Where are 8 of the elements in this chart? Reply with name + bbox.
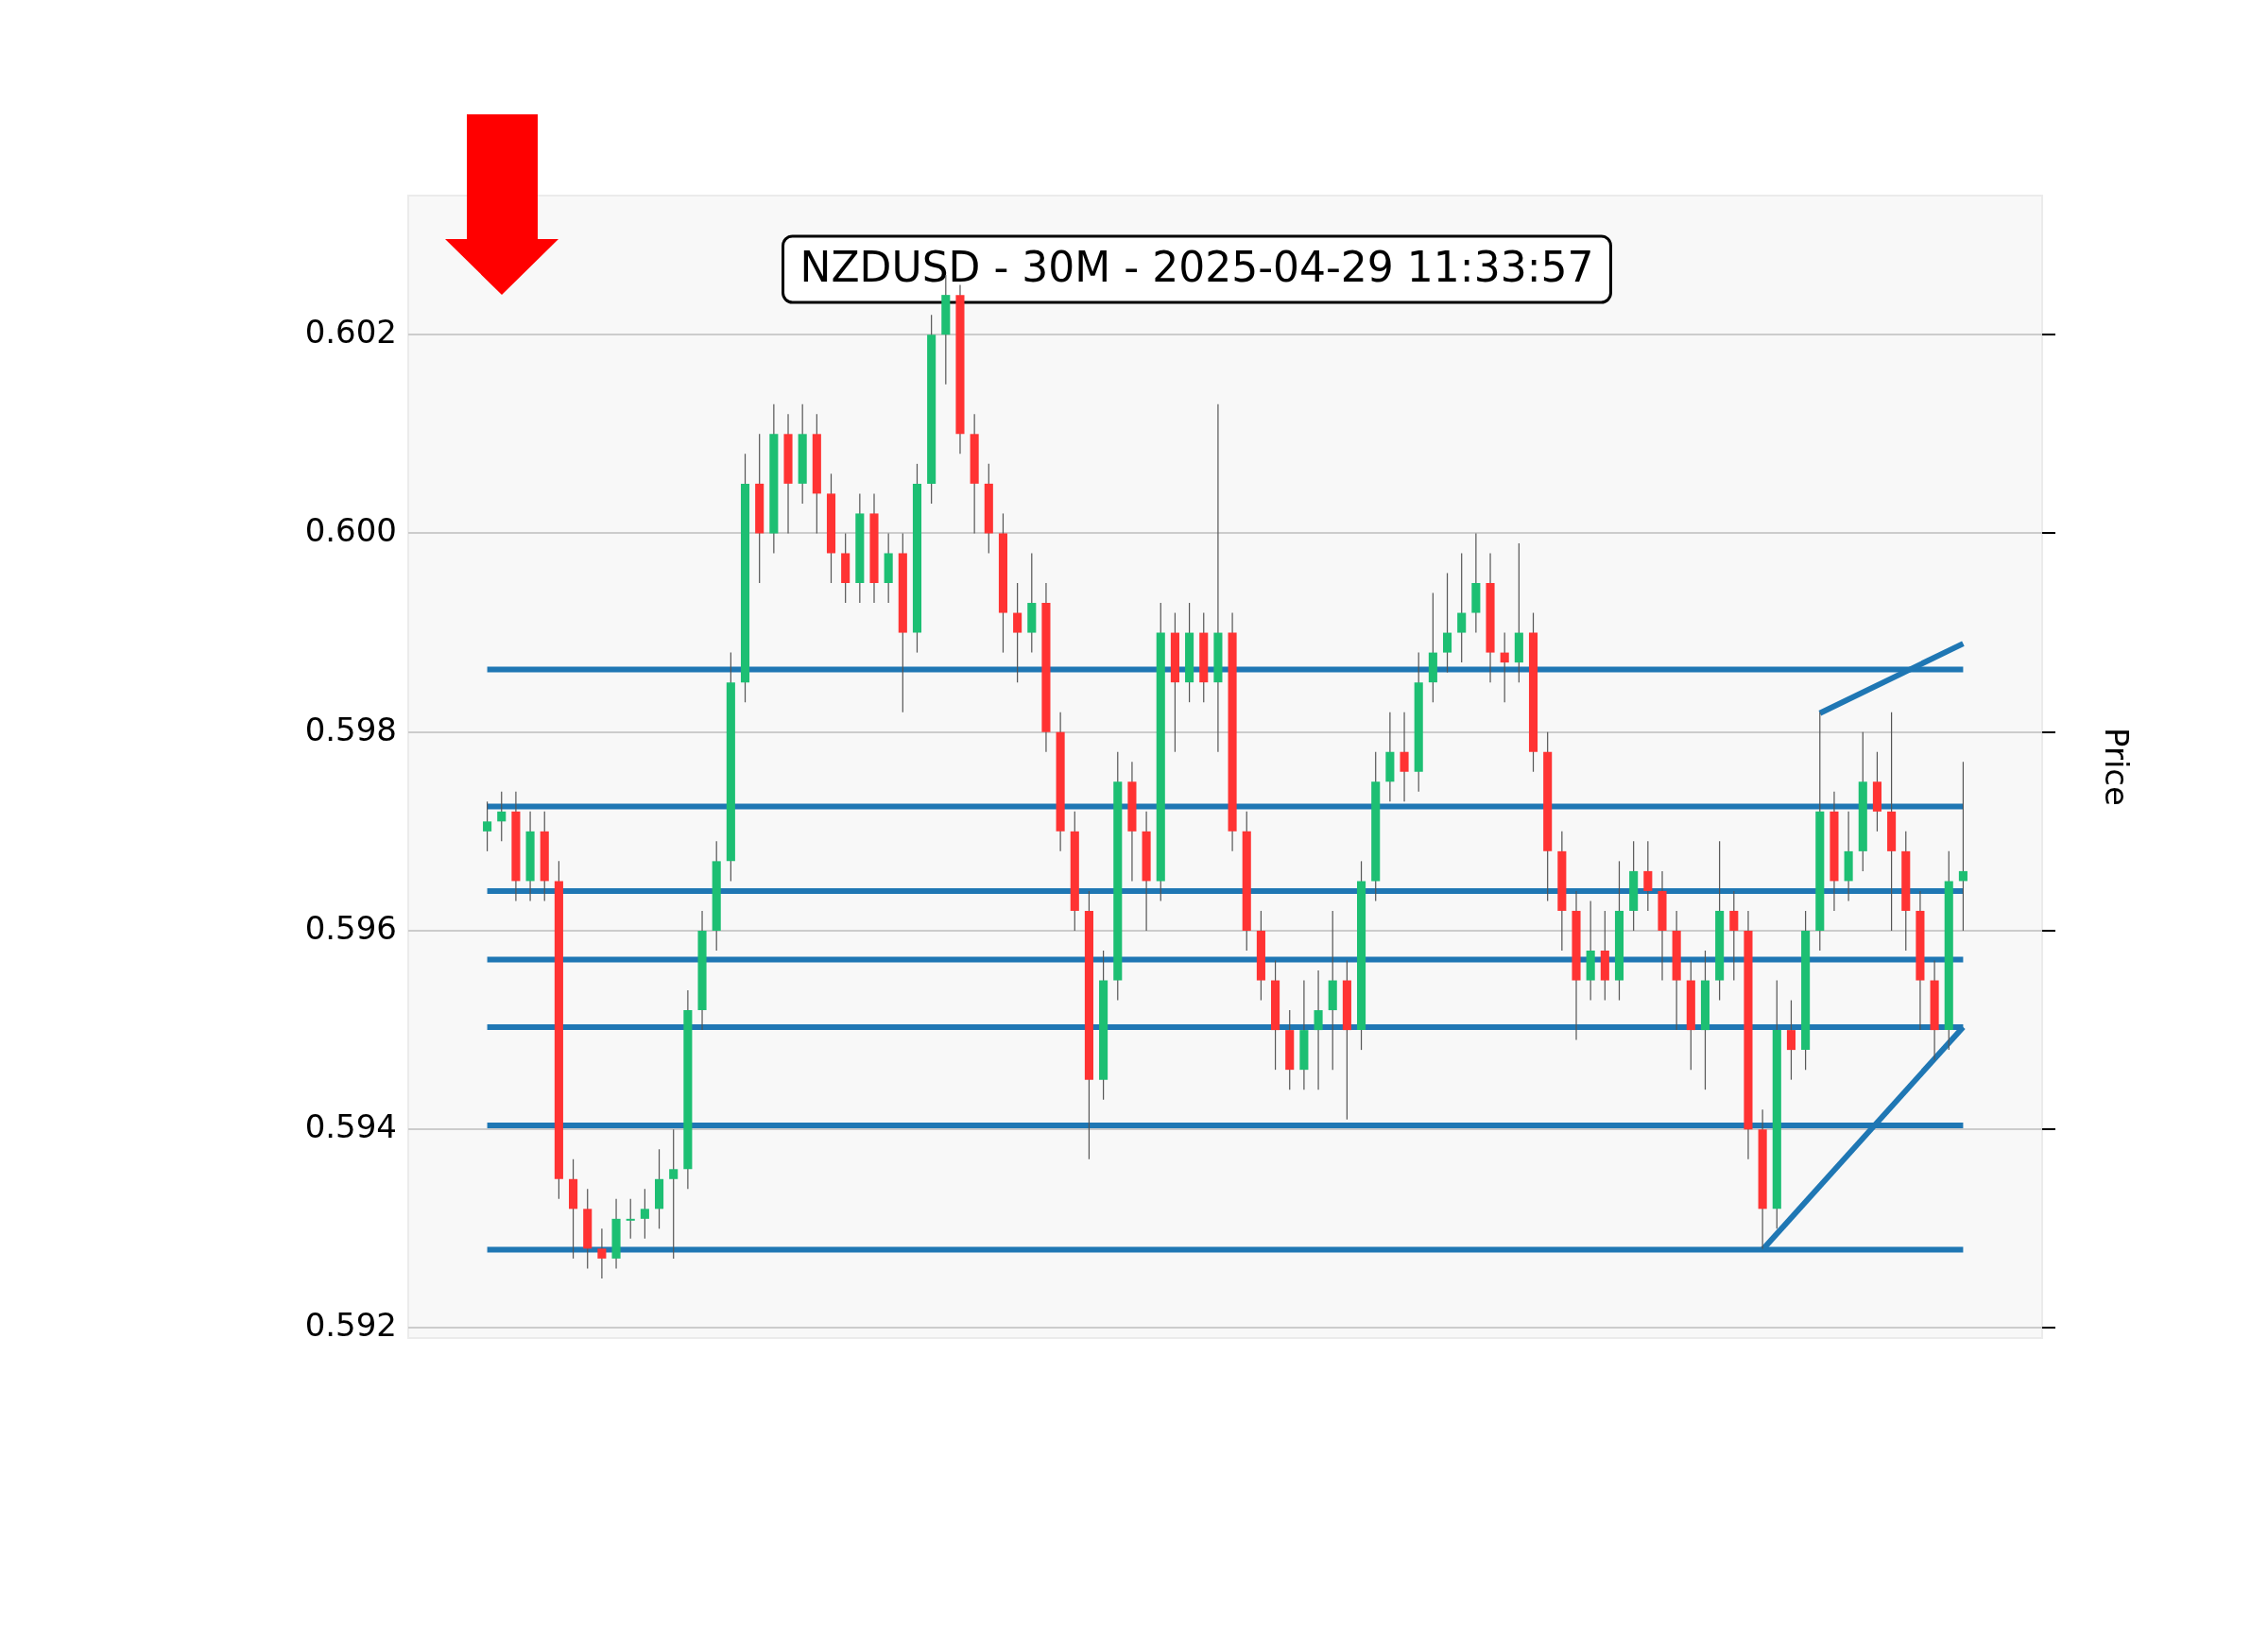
y-tick-label: 0.598 xyxy=(304,710,397,748)
text: NZDUSD - 30M - 2025-04-29 11:33:57 xyxy=(799,243,1594,292)
y-tick-label: 0.594 xyxy=(304,1107,397,1146)
y-axis-title: Price xyxy=(2097,728,2136,806)
y-tick-label: 0.596 xyxy=(304,908,397,947)
y-tick-label: 0.592 xyxy=(304,1306,397,1345)
y-tick-label: 0.602 xyxy=(304,313,397,352)
y-tick-label: 0.600 xyxy=(304,511,397,550)
